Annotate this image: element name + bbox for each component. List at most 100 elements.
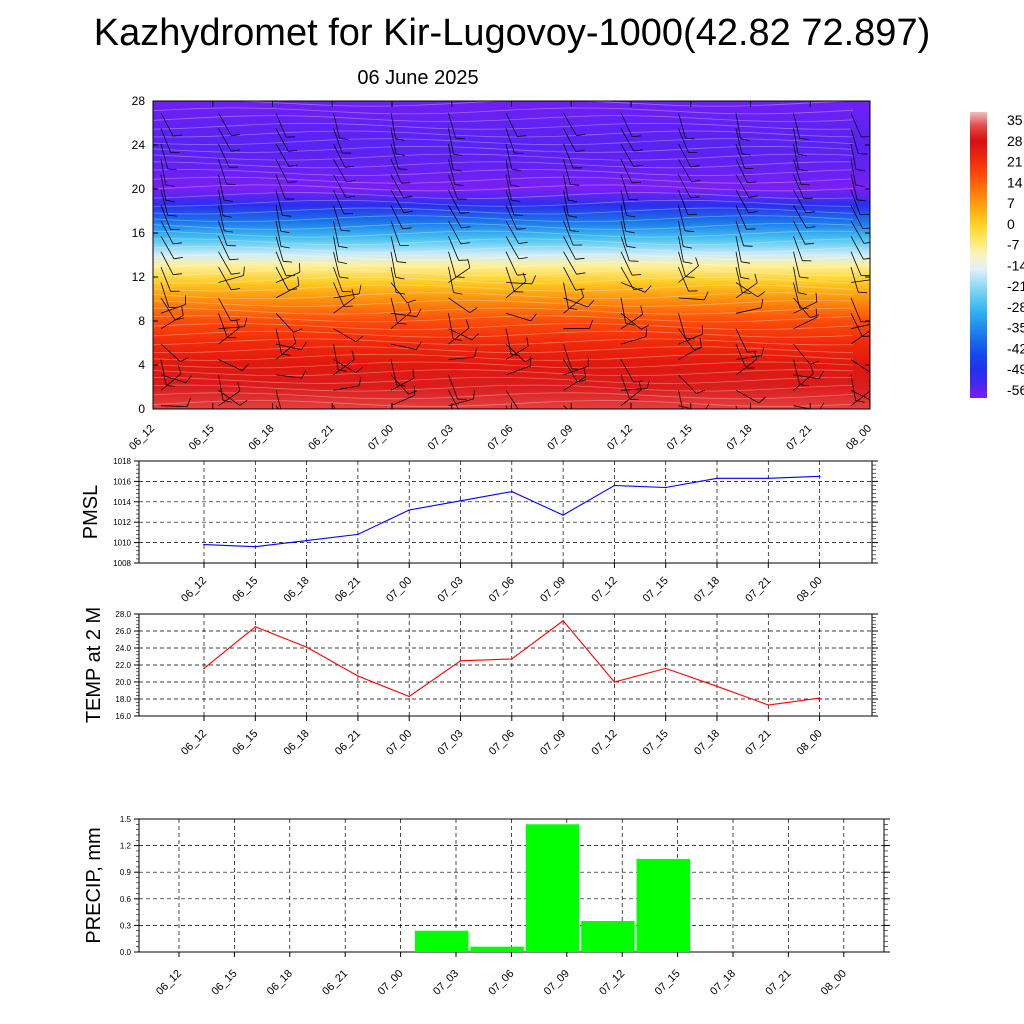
wind-barb-feather [930, 261, 931, 270]
wind-barb-feather [815, 292, 818, 302]
wind-barb-feather [863, 242, 870, 244]
wind-barb [678, 128, 689, 153]
wind-barb-feather [408, 390, 418, 395]
wind-barb-feather [914, 216, 923, 218]
x-tick-label: 07_06 [487, 728, 517, 758]
x-tick-label: 06_18 [282, 728, 312, 758]
wind-barb [218, 190, 224, 216]
wind-barb [448, 143, 454, 170]
wind-barb-feather [297, 276, 300, 286]
wind-barb [448, 327, 470, 345]
wind-barb-feather [575, 257, 585, 260]
contour-line [153, 330, 854, 338]
wind-barb [333, 293, 360, 299]
wind-barb [390, 297, 398, 324]
wind-barb [563, 236, 576, 260]
x-tick-label: 07_03 [431, 968, 461, 998]
data-point [664, 486, 667, 489]
x-tick-label: 07_12 [605, 423, 635, 453]
wind-barb-feather [685, 337, 695, 340]
wind-barb-feather [638, 380, 642, 390]
wind-barb [678, 266, 689, 292]
wind-barb [218, 313, 228, 338]
wind-barb [678, 328, 695, 351]
wind-barb-feather [355, 335, 364, 343]
contour-line [153, 238, 854, 246]
wind-barb [333, 344, 339, 370]
x-tick-label: 07_00 [384, 575, 414, 605]
wind-barb-feather [229, 166, 239, 168]
wind-barb-feather [351, 350, 355, 360]
wind-barb [678, 265, 699, 283]
wind-barb [735, 307, 762, 314]
wind-barb [850, 374, 856, 401]
y-tick-label: 1014 [113, 498, 131, 507]
wind-barb [850, 128, 859, 154]
wind-barb [218, 128, 232, 152]
wind-barb [275, 285, 300, 299]
wind-barb [275, 190, 283, 216]
wind-barb-feather [239, 399, 248, 406]
wind-barb [620, 236, 630, 262]
y-tick-label: 28 [132, 94, 146, 108]
wind-barb [333, 282, 345, 307]
wind-barb [160, 405, 188, 408]
wind-barb-feather [740, 138, 750, 141]
wind-barb [735, 328, 748, 353]
colorbar-label: -56 [1007, 382, 1024, 398]
wind-barb-feather [920, 151, 929, 152]
wind-barb [390, 143, 399, 169]
data-point [254, 545, 257, 548]
wind-barb-feather [460, 211, 470, 214]
wind-barb [735, 143, 745, 169]
wind-barb-feather [810, 314, 819, 319]
wind-barb-feather [568, 199, 578, 203]
contour-line [153, 307, 854, 315]
wind-barb [850, 359, 870, 373]
wind-barb-feather [518, 257, 528, 260]
wind-barb [909, 144, 918, 169]
wind-barb [793, 159, 802, 185]
wind-barb [909, 221, 920, 245]
y-tick-label: 16 [132, 226, 146, 240]
wind-barb-feather [741, 292, 751, 294]
wind-barb-feather [338, 261, 347, 264]
wind-barb-feather [343, 213, 354, 215]
wind-barb-feather [800, 183, 810, 186]
wind-barb [735, 343, 747, 369]
contour-line [153, 199, 854, 207]
wind-barb [909, 236, 922, 259]
wind-barb-feather [412, 369, 415, 379]
wind-barb [678, 297, 705, 301]
wind-barb-feather [358, 377, 362, 386]
wind-barb [793, 359, 801, 385]
wind-barb-feather [461, 226, 471, 229]
y-tick-label: 22.0 [115, 661, 131, 670]
wind-barb [850, 174, 858, 200]
wind-barb-feather [168, 306, 178, 309]
wind-barb-feather [631, 181, 641, 184]
colorbar-label: -42 [1007, 340, 1024, 356]
heatmap-fill [153, 101, 870, 409]
contour-line [153, 361, 854, 369]
wind-barb [333, 251, 340, 278]
wind-barb [620, 359, 635, 383]
wind-barb-feather [511, 353, 521, 356]
wind-barb [909, 270, 932, 283]
heatmap-panel: 0 4 8 12 16 20 24 28 06_12 06_15 06_18 06_21 07_00 07… [127, 94, 934, 453]
wind-barb [909, 375, 934, 382]
wind-barb-feather [395, 138, 405, 141]
wind-barb [563, 296, 584, 314]
wind-barb-feather [283, 416, 292, 417]
x-tick-label: 07_09 [545, 423, 575, 453]
wind-barb [850, 112, 862, 138]
x-tick-label: 06_15 [230, 575, 260, 605]
wind-barb-feather [222, 215, 232, 218]
wind-barb-feather [281, 353, 291, 356]
wind-barb [793, 143, 799, 170]
contour-line [153, 169, 854, 176]
wind-barb-feather [173, 134, 183, 137]
wind-barb [678, 174, 691, 198]
wind-barb-feather [338, 246, 348, 249]
y-tick-label: 1008 [113, 559, 131, 568]
